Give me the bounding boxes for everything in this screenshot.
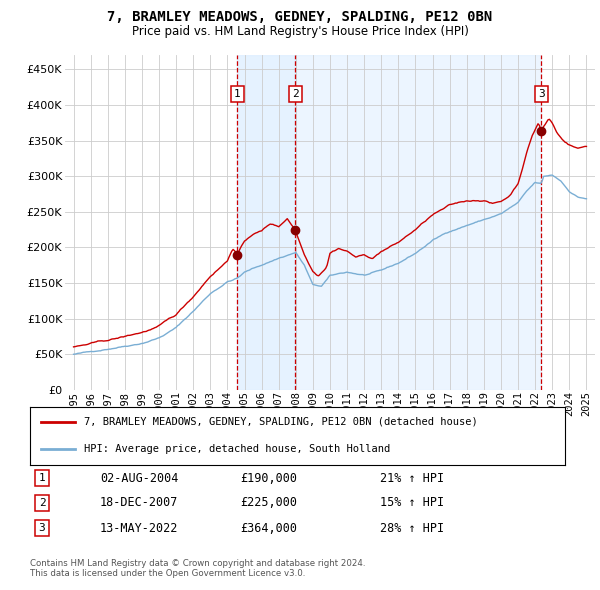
Text: 13-MAY-2022: 13-MAY-2022 bbox=[100, 522, 178, 535]
Text: 2: 2 bbox=[292, 89, 298, 99]
Text: £190,000: £190,000 bbox=[240, 471, 297, 484]
Text: 3: 3 bbox=[538, 89, 545, 99]
Text: 7, BRAMLEY MEADOWS, GEDNEY, SPALDING, PE12 0BN (detached house): 7, BRAMLEY MEADOWS, GEDNEY, SPALDING, PE… bbox=[83, 417, 477, 427]
Text: HPI: Average price, detached house, South Holland: HPI: Average price, detached house, Sout… bbox=[83, 444, 390, 454]
Text: 1: 1 bbox=[38, 473, 46, 483]
Text: 1: 1 bbox=[234, 89, 241, 99]
Bar bbox=[238, 55, 295, 390]
Text: £225,000: £225,000 bbox=[240, 497, 297, 510]
Text: 21% ↑ HPI: 21% ↑ HPI bbox=[380, 471, 444, 484]
Bar bbox=[295, 55, 541, 390]
Text: Price paid vs. HM Land Registry's House Price Index (HPI): Price paid vs. HM Land Registry's House … bbox=[131, 25, 469, 38]
Text: 02-AUG-2004: 02-AUG-2004 bbox=[100, 471, 178, 484]
Text: Contains HM Land Registry data © Crown copyright and database right 2024.
This d: Contains HM Land Registry data © Crown c… bbox=[30, 559, 365, 578]
Text: 18-DEC-2007: 18-DEC-2007 bbox=[100, 497, 178, 510]
Text: 2: 2 bbox=[38, 498, 46, 508]
Text: 15% ↑ HPI: 15% ↑ HPI bbox=[380, 497, 444, 510]
Text: 7, BRAMLEY MEADOWS, GEDNEY, SPALDING, PE12 0BN: 7, BRAMLEY MEADOWS, GEDNEY, SPALDING, PE… bbox=[107, 10, 493, 24]
Text: £364,000: £364,000 bbox=[240, 522, 297, 535]
Text: 3: 3 bbox=[38, 523, 46, 533]
Text: 28% ↑ HPI: 28% ↑ HPI bbox=[380, 522, 444, 535]
